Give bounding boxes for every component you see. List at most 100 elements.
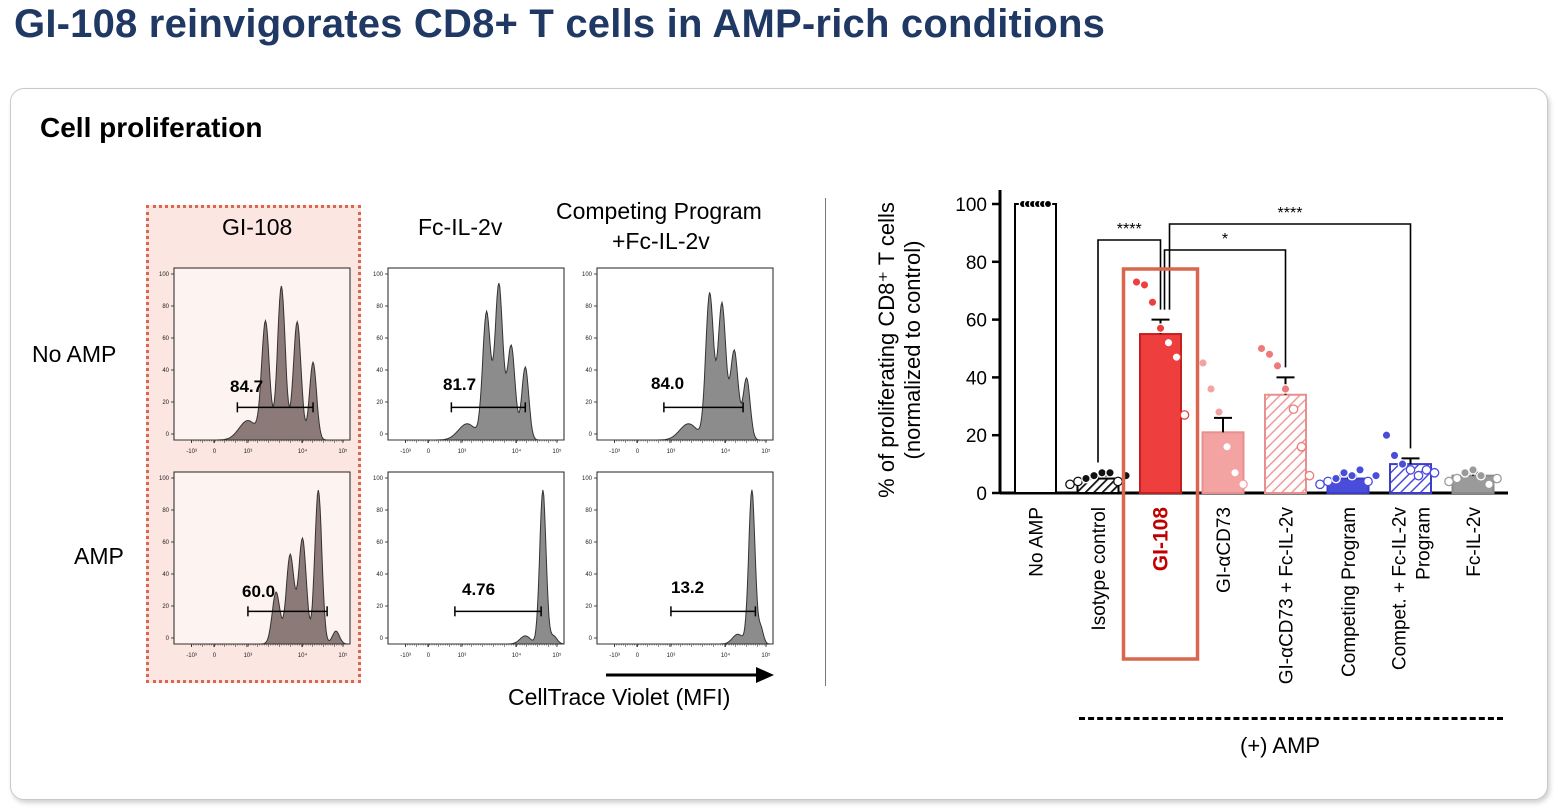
data-point [1163, 337, 1174, 348]
category-label: Compet. + Fc-IL-2v [1390, 507, 1411, 671]
flow-x-axis-label: CellTrace Violet (MFI) [508, 684, 731, 710]
histogram-y-tick: 40 [376, 572, 383, 578]
histogram-x-tick: 0 [427, 653, 431, 659]
y-tick-label: 40 [966, 368, 987, 389]
histogram-y-tick: 100 [159, 476, 170, 482]
histogram-x-tick: -10³ [186, 449, 197, 455]
histogram-y-tick: 40 [376, 368, 383, 374]
data-point [1468, 465, 1478, 475]
data-point [1444, 476, 1454, 487]
histogram-x-tick: 10⁵ [761, 652, 771, 659]
bar-chart-y-label: % of proliferating CD8⁺ T cells (normali… [870, 180, 932, 520]
data-point [1492, 473, 1502, 484]
data-point [1331, 473, 1341, 484]
histogram-x-tick: 10³ [667, 449, 676, 455]
data-point [1288, 404, 1299, 415]
amp-group-label: (+) AMP [1240, 733, 1321, 758]
data-point [1214, 407, 1224, 417]
significance-label: **** [1278, 205, 1303, 222]
y-tick-label: 100 [955, 195, 987, 216]
histogram-y-tick: 20 [376, 400, 383, 406]
histogram-y-tick: 20 [162, 604, 169, 610]
histogram-x-tick: 10⁴ [512, 448, 522, 455]
histogram-gi108-amp: 100 80 60 40 20 0 -10³ 0 10³ 10⁴ 10⁵ [159, 471, 351, 659]
bar-3 [1201, 431, 1245, 494]
histogram-x-tick: -10³ [186, 653, 197, 659]
panel-divider [825, 198, 826, 686]
histogram-curve [174, 490, 350, 645]
data-point [1198, 358, 1208, 368]
y-tick-label: 0 [976, 484, 987, 505]
data-point [1389, 450, 1400, 461]
histogram-x-tick: 10⁴ [298, 448, 308, 455]
histogram-x-tick: 10³ [667, 653, 676, 659]
y-tick-label: 60 [966, 311, 987, 332]
gate-percent: 84.0 [651, 374, 685, 393]
data-point [1339, 467, 1349, 478]
histogram-y-tick: 20 [585, 400, 592, 406]
data-point [1413, 470, 1424, 481]
histogram-x-tick: 10⁵ [338, 652, 348, 659]
data-point [1280, 384, 1291, 394]
row-label-amp: AMP [74, 543, 124, 569]
data-point [1147, 297, 1158, 308]
data-point [1264, 349, 1275, 360]
y-axis-label-line-2: (normalized to control) [900, 241, 925, 460]
histogram-x-tick: 10³ [244, 653, 253, 659]
data-point [1315, 479, 1325, 490]
data-point [1397, 459, 1408, 469]
histogram-y-tick: 40 [585, 572, 592, 578]
histogram-x-tick: 0 [636, 449, 640, 455]
category-label: Isotype control [1089, 507, 1110, 631]
y-tick-label: 80 [966, 253, 987, 274]
bar-0 [1014, 203, 1057, 494]
data-point [1256, 343, 1267, 354]
data-point [1179, 410, 1190, 420]
data-point [1405, 465, 1416, 475]
data-point [1460, 467, 1470, 478]
histogram-y-tick: 100 [373, 272, 384, 278]
histogram-y-tick: 20 [585, 604, 592, 610]
histogram-x-tick: 0 [427, 449, 431, 455]
histogram-gi108-no-amp: 100 80 60 40 20 0 -10³ 0 10³ 10⁴ 10⁵ [159, 267, 351, 455]
data-point [1171, 352, 1182, 363]
histogram-y-tick: 60 [376, 336, 383, 342]
histogram-curve [174, 285, 350, 441]
data-point [1296, 441, 1307, 452]
amp-group-dashed-line [1079, 717, 1503, 720]
data-point [1073, 476, 1083, 487]
histogram-x-tick: 10⁵ [552, 448, 562, 455]
data-point [1230, 467, 1240, 478]
histogram-x-tick: 10⁴ [298, 652, 308, 659]
histogram-y-tick: 80 [162, 304, 169, 310]
histogram-y-tick: 100 [582, 272, 593, 278]
category-label: Fc-IL-2v [1464, 507, 1485, 577]
x-axis-arrow-icon [606, 667, 774, 683]
histogram-curve [388, 282, 564, 441]
significance-bracket [1168, 223, 1412, 449]
data-point [1113, 476, 1123, 487]
histogram-y-tick: 0 [166, 636, 170, 642]
data-point [1347, 470, 1357, 481]
histogram-x-tick: -10³ [400, 449, 411, 455]
histogram-competing-amp: 100 80 60 40 20 0 -10³ 0 10³ 10⁴ 10⁵ [582, 471, 774, 659]
histogram-y-tick: 60 [585, 336, 592, 342]
histogram-curve [388, 489, 565, 645]
data-point [1421, 465, 1432, 475]
significance-label: **** [1117, 221, 1142, 238]
data-point [1065, 479, 1075, 490]
histogram-y-tick: 20 [162, 400, 169, 406]
histogram-y-tick: 40 [162, 368, 169, 374]
histogram-y-tick: 60 [376, 540, 383, 546]
histogram-x-tick: 10³ [458, 653, 467, 659]
y-tick-label: 20 [966, 426, 987, 447]
data-point [1429, 467, 1440, 478]
panel-title: Cell proliferation [40, 112, 263, 143]
data-point [1363, 476, 1373, 487]
histogram-y-tick: 60 [162, 336, 169, 342]
histogram-y-tick: 40 [162, 572, 169, 578]
category-label: GI-αCD73 [1214, 507, 1235, 593]
gate-percent: 13.2 [671, 578, 705, 597]
column-label-gi-108: GI-108 [222, 214, 293, 240]
histogram-curve [597, 292, 773, 441]
